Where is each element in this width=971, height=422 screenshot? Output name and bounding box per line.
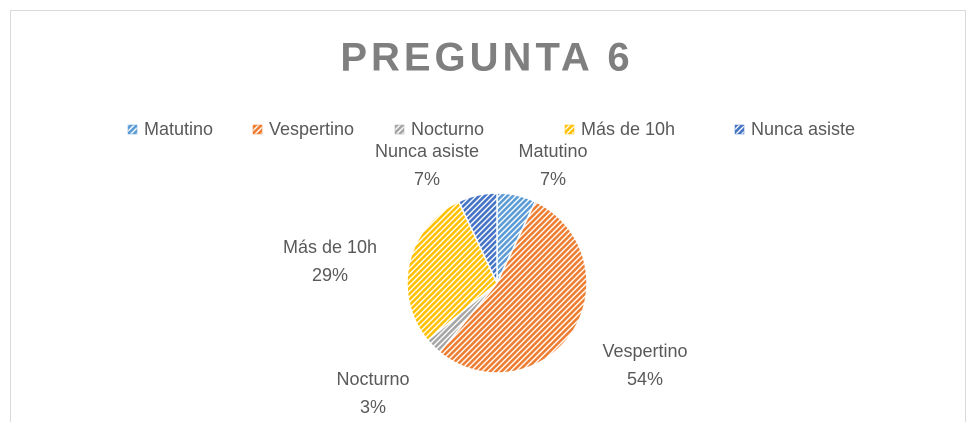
- data-label-name: Nocturno: [336, 369, 409, 389]
- legend-label: Nunca asiste: [751, 119, 855, 139]
- legend-marker: [564, 124, 575, 135]
- legend-label: Más de 10h: [581, 119, 675, 139]
- legend-marker: [127, 124, 138, 135]
- legend-marker: [394, 124, 405, 135]
- data-label-value: 7%: [414, 169, 440, 189]
- data-label-name: Matutino: [518, 141, 587, 161]
- data-label-value: 3%: [360, 397, 386, 417]
- legend-marker: [252, 124, 263, 135]
- chart-title: PREGUNTA 6: [340, 36, 633, 80]
- legend-label: Matutino: [144, 119, 213, 139]
- legend-marker: [734, 124, 745, 135]
- data-label-value: 29%: [312, 265, 348, 285]
- data-label-value: 54%: [627, 369, 663, 389]
- legend-label: Nocturno: [411, 119, 484, 139]
- legend-label: Vespertino: [269, 119, 354, 139]
- data-label-name: Más de 10h: [283, 237, 377, 257]
- data-label-name: Vespertino: [602, 341, 687, 361]
- data-label-value: 7%: [540, 169, 566, 189]
- data-label-name: Nunca asiste: [375, 141, 479, 161]
- pie-slice: [438, 200, 588, 374]
- pie-slice: [457, 192, 498, 284]
